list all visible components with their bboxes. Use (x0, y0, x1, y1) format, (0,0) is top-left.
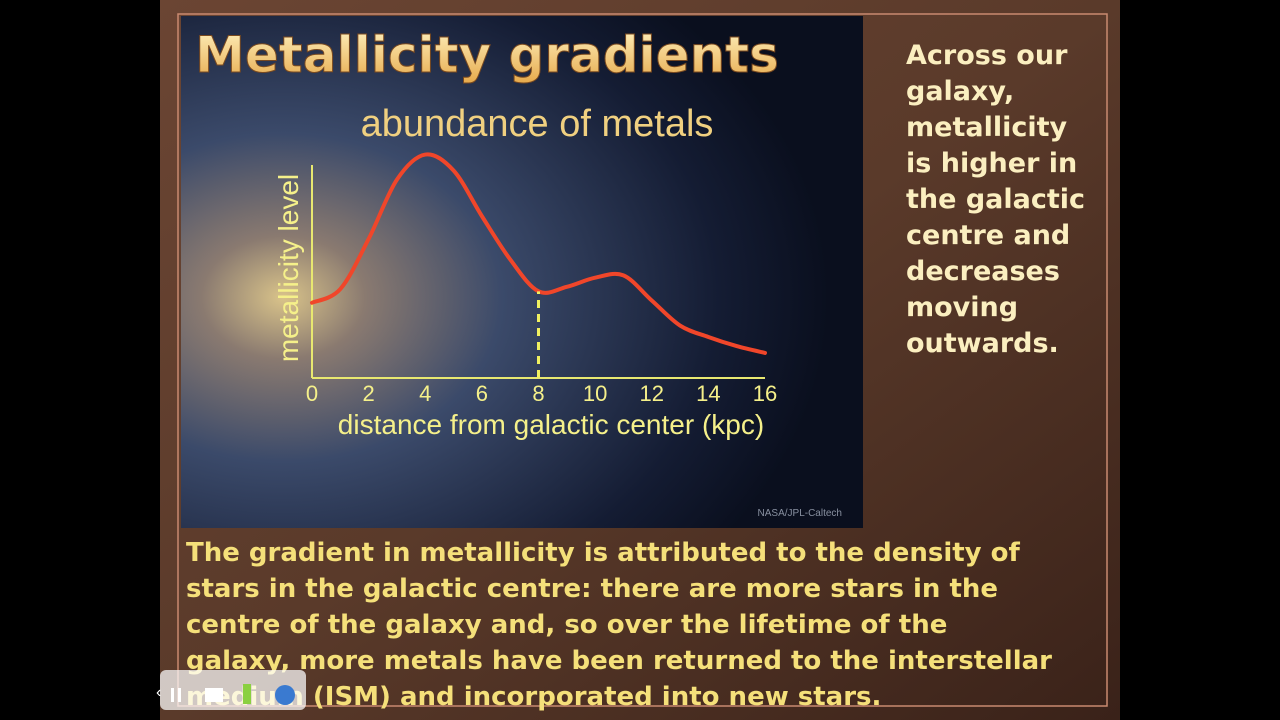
side-text-line: the galactic (906, 184, 1085, 215)
x-tick-label: 14 (696, 381, 720, 406)
x-tick-label: 6 (476, 381, 488, 406)
metallicity-curve (310, 152, 767, 355)
prev-button[interactable]: ‹ (156, 684, 161, 701)
chart-title: abundance of metals (361, 103, 714, 145)
body-text: The gradient in metallicity is attribute… (186, 538, 1052, 712)
level-icon (243, 684, 251, 704)
x-tick-label: 16 (753, 381, 777, 406)
y-axis-label: metallicity level (273, 174, 304, 362)
body-text-line: centre of the galaxy and, so over the li… (186, 610, 947, 640)
side-text-line: outwards. (906, 328, 1059, 359)
body-text-line: The gradient in metallicity is attribute… (186, 538, 1021, 568)
controls-bar (160, 670, 306, 710)
x-axis-label: distance from galactic center (kpc) (338, 409, 764, 440)
stop-icon[interactable] (205, 688, 223, 702)
pause-icon (178, 688, 181, 702)
x-tick-label: 4 (419, 381, 431, 406)
body-text-line: galaxy, more metals have been returned t… (186, 646, 1052, 676)
side-text-line: decreases (906, 256, 1060, 287)
x-tick-label: 0 (306, 381, 318, 406)
side-text-line: Across our (906, 40, 1068, 71)
x-tick-label: 12 (640, 381, 664, 406)
x-tick-label: 2 (363, 381, 375, 406)
pause-icon[interactable] (171, 688, 174, 702)
side-text-line: galaxy, (906, 76, 1014, 107)
slide-frame (177, 13, 1108, 707)
x-tick-label: 8 (532, 381, 544, 406)
body-text-line: stars in the galactic centre: there are … (186, 574, 998, 604)
x-tick-label: 10 (583, 381, 607, 406)
image-credit: NASA/JPL-Caltech (758, 508, 842, 519)
player-controls[interactable]: ‹ (156, 670, 306, 710)
side-text-line: metallicity (906, 112, 1068, 143)
logo-button[interactable] (275, 685, 295, 705)
slide-title: Metallicity gradients (195, 26, 779, 84)
side-text-line: moving (906, 292, 1018, 323)
side-text-line: centre and (906, 220, 1070, 251)
side-text-line: is higher in (906, 148, 1077, 179)
side-text: Across our galaxy, metallicity is higher in… (906, 40, 1085, 359)
